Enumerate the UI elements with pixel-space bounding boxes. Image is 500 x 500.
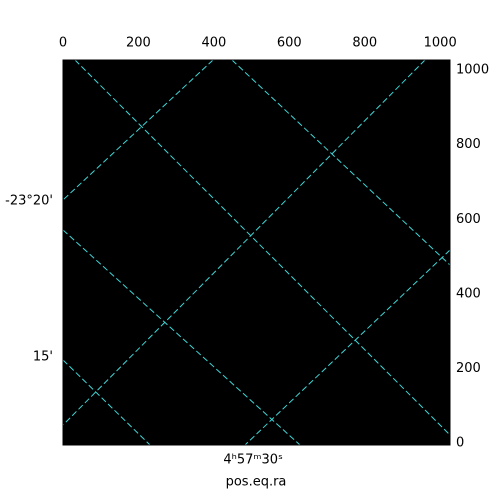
sky-image (63, 60, 450, 445)
x-tick-label: 1000 (424, 36, 457, 51)
image (63, 60, 450, 445)
y-tick-label: 0 (456, 436, 464, 451)
x-tick-label: 400 (201, 36, 226, 51)
y-tick-label: 200 (456, 361, 481, 376)
dec-tick-label: 15' (33, 349, 53, 364)
coordinate-grid (63, 60, 450, 445)
x-tick-label: 600 (277, 36, 302, 51)
y-tick-label: 400 (456, 286, 481, 301)
y-tick-label: 600 (456, 212, 481, 227)
dec-tick-label: -23°20' (5, 194, 53, 209)
x-tick-label: 0 (59, 36, 67, 51)
ra-tick-label: 4ʰ57ᵐ30ˢ (223, 453, 283, 468)
x-tick-label: 800 (352, 36, 377, 51)
x-axis-label: pos.eq.ra (226, 475, 287, 490)
y-tick-label: 1000 (456, 63, 489, 78)
y-tick-label: 800 (456, 137, 481, 152)
frame (62, 59, 451, 446)
x-tick-label: 200 (126, 36, 151, 51)
